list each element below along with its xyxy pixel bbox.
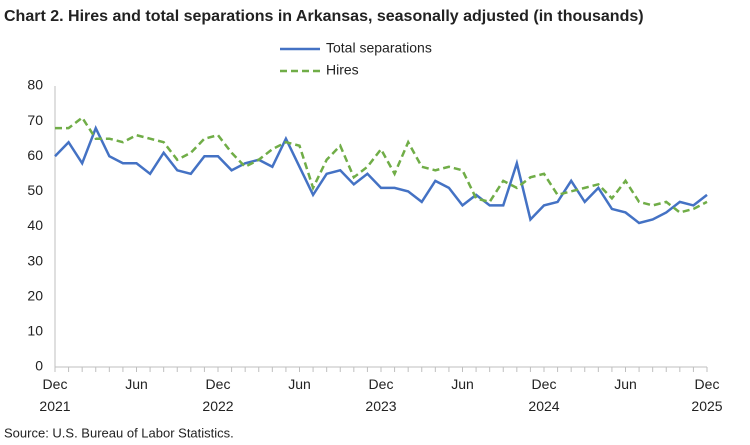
y-tick-label: 50 bbox=[27, 182, 43, 198]
y-tick-label: 40 bbox=[27, 217, 43, 233]
y-tick-label: 10 bbox=[27, 323, 43, 339]
x-tick-label: Dec 2022 bbox=[202, 376, 234, 414]
legend-label: Hires bbox=[326, 62, 359, 78]
y-tick-label: 0 bbox=[35, 358, 43, 374]
y-tick-label: 70 bbox=[27, 112, 43, 128]
x-tick-label: Dec 2024 bbox=[528, 376, 560, 414]
y-tick-label: 60 bbox=[27, 147, 43, 163]
x-tick-label: Jun bbox=[451, 376, 474, 392]
series-line bbox=[54, 125, 708, 225]
x-tick-label: Jun bbox=[125, 376, 148, 392]
source: Source: U.S. Bureau of Labor Statistics. bbox=[4, 425, 234, 440]
x-tick-label: Jun bbox=[288, 376, 311, 392]
x-tick-label: Dec 2025 bbox=[691, 376, 723, 414]
y-tick-label: 30 bbox=[27, 252, 43, 268]
y-tick-label: 20 bbox=[27, 287, 43, 303]
x-tick-label: Dec 2021 bbox=[39, 376, 71, 414]
y-tick-label: 80 bbox=[27, 77, 43, 93]
x-tick-label: Jun bbox=[614, 376, 637, 392]
chart-title: Chart 2. Hires and total separations in … bbox=[4, 8, 644, 25]
series-line bbox=[55, 115, 708, 214]
legend-label: Total separations bbox=[326, 40, 432, 56]
x-tick-label: Dec 2023 bbox=[365, 376, 397, 414]
